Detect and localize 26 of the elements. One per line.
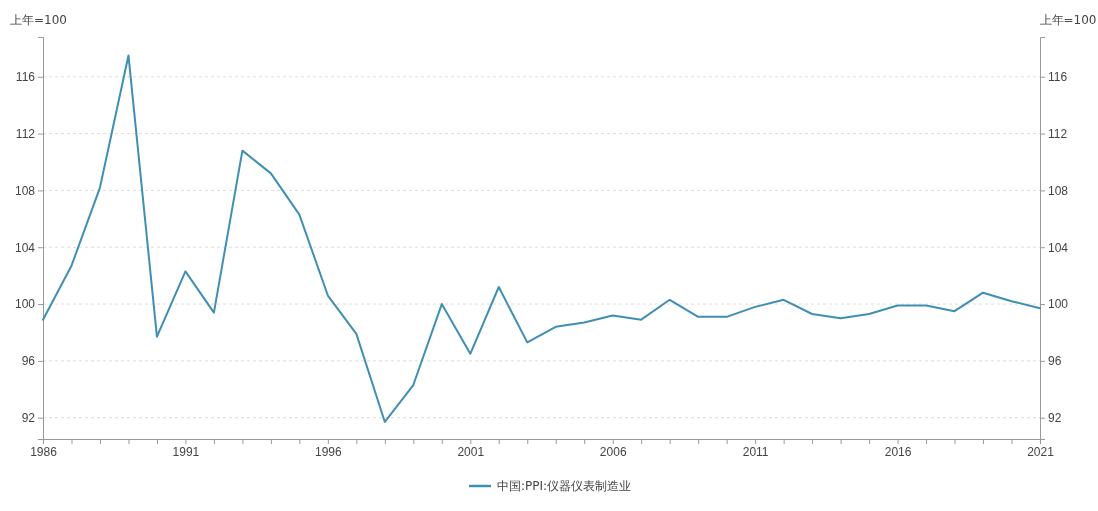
- x-tick-label: 1986: [30, 444, 58, 459]
- x-tick-label: 1991: [172, 444, 200, 459]
- y2-tick-label: 108: [1048, 183, 1069, 198]
- y2-tick-label: 104: [1048, 240, 1069, 255]
- line-series: [42, 54, 1041, 423]
- y-tick-label: 104: [14, 240, 36, 255]
- y2-tick-label: 116: [1048, 70, 1068, 85]
- y2-tick-label: 112: [1048, 126, 1068, 141]
- y-tick-label: 116: [15, 70, 36, 85]
- x-tick-label: 2011: [742, 444, 769, 459]
- x-tick-label: 2001: [457, 444, 485, 459]
- y-tick-label: 92: [21, 411, 36, 426]
- y-tick-label: 100: [14, 297, 36, 312]
- y2-tick-label: 100: [1048, 297, 1069, 312]
- legend-label: 中国:PPI:仪器仪表制造业: [497, 479, 632, 493]
- x-tick-label: 2006: [599, 444, 627, 459]
- y2-tick-label: 92: [1048, 411, 1062, 426]
- y-tick-label: 112: [15, 126, 36, 141]
- y-axis-title: 上年=100: [10, 13, 67, 27]
- y-tick-label: 96: [21, 354, 36, 369]
- y2-tick-label: 96: [1048, 354, 1062, 369]
- x-tick-label: 2021: [1027, 444, 1055, 459]
- y-tick-label: 108: [14, 183, 36, 198]
- x-tick-label: 2016: [884, 444, 912, 459]
- x-tick-label: 1996: [315, 444, 343, 459]
- y2-axis-title: 上年=100: [1039, 13, 1097, 27]
